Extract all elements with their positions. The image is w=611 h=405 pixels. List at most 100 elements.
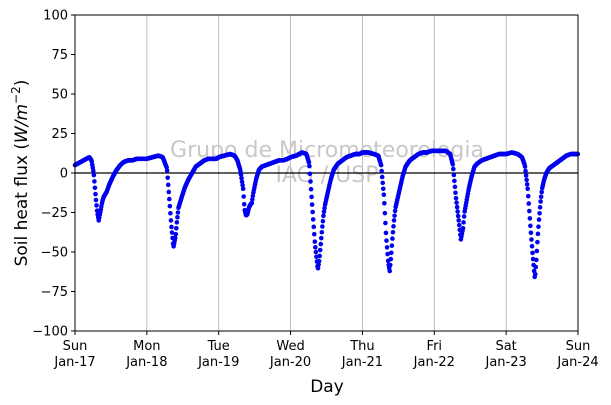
data-point [311,224,317,230]
y-tick-label: −25 [41,206,68,221]
data-point [241,201,247,207]
data-point [311,231,317,237]
data-point [93,191,98,197]
data-point [321,213,326,219]
data-point [382,210,388,216]
data-point [240,182,245,188]
data-point [315,265,321,271]
data-point [380,186,386,192]
data-point [309,202,315,207]
data-point [534,248,540,254]
y-tick-label: 25 [51,127,68,142]
data-point [318,241,324,247]
data-point [165,175,170,181]
data-point [168,218,174,223]
x-tick-date: Jan-20 [269,355,311,370]
data-point [391,224,396,229]
data-point [167,203,173,209]
data-point [456,218,462,223]
data-point [454,204,460,210]
data-point [238,172,244,177]
data-point [165,182,171,188]
data-point [91,172,97,178]
data-point [523,168,528,174]
data-point [392,213,397,218]
data-point [240,186,246,192]
data-point [454,200,459,205]
data-point [452,184,458,190]
y-tick-label: 75 [51,48,68,63]
x-tick-day: Sun [566,339,591,354]
y-axis-ticks: −100 −75 −50 −25 0 25 50 75 100 [32,9,75,340]
data-point [310,209,315,215]
data-point [455,213,461,219]
data-point [238,168,243,174]
data-point [172,235,178,241]
data-point [310,217,316,222]
data-point [249,200,255,206]
x-axis-label: Day [310,377,344,397]
data-point [379,168,384,174]
x-tick-day: Fri [427,339,443,354]
data-point [383,220,388,226]
data-point [308,179,313,184]
y-axis-label-unit: W/m [12,104,32,143]
x-axis-ticks: SunJan-17MonJan-18TueJan-19WedJan-20ThuJ… [53,331,599,370]
data-point [461,220,466,225]
data-point [453,195,459,201]
data-point [451,166,456,172]
data-point [91,168,96,174]
data-point [166,189,172,195]
data-point [392,208,398,214]
data-point [535,231,541,237]
data-point [530,250,535,256]
data-point [317,247,323,253]
x-tick-date: Jan-19 [197,355,239,370]
data-point [526,201,532,206]
data-point [387,268,393,274]
data-point [307,171,313,177]
y-tick-label: 50 [51,88,68,103]
data-point [532,271,538,277]
data-point [312,239,318,244]
data-point [317,253,322,259]
x-tick-date: Jan-23 [485,355,527,370]
y-axis-label-prefix: Soil heat flux ( [12,143,32,266]
data-point [169,230,175,235]
data-point [319,229,325,235]
data-point [391,218,397,223]
data-point [535,239,540,245]
data-point [385,251,390,257]
data-point [164,168,170,173]
data-point [316,258,322,264]
data-point [92,179,97,184]
data-point [389,243,395,248]
data-point [320,218,326,224]
data-point [384,245,390,250]
data-point [383,230,389,236]
x-tick-day: Sun [63,339,88,354]
data-point [527,216,533,221]
data-point [382,200,387,206]
x-tick-day: Sat [495,339,516,354]
x-tick-date: Jan-22 [413,355,455,370]
y-tick-label: −100 [32,325,68,340]
x-tick-date: Jan-24 [556,355,598,370]
x-tick-day: Mon [133,339,160,354]
data-point [313,244,318,250]
data-point [322,205,327,211]
data-point [384,238,389,243]
data-point [451,172,457,178]
x-tick-day: Thu [349,339,374,354]
data-point [316,262,321,267]
data-point [389,250,394,256]
data-point [309,194,314,200]
watermark-line-2: IAG / USP [276,163,379,188]
data-point [175,214,180,220]
data-point [524,182,530,187]
data-points [72,148,581,280]
data-point [378,162,384,168]
data-point [307,163,312,169]
x-tick-day: Wed [276,339,304,354]
data-point [529,243,535,249]
